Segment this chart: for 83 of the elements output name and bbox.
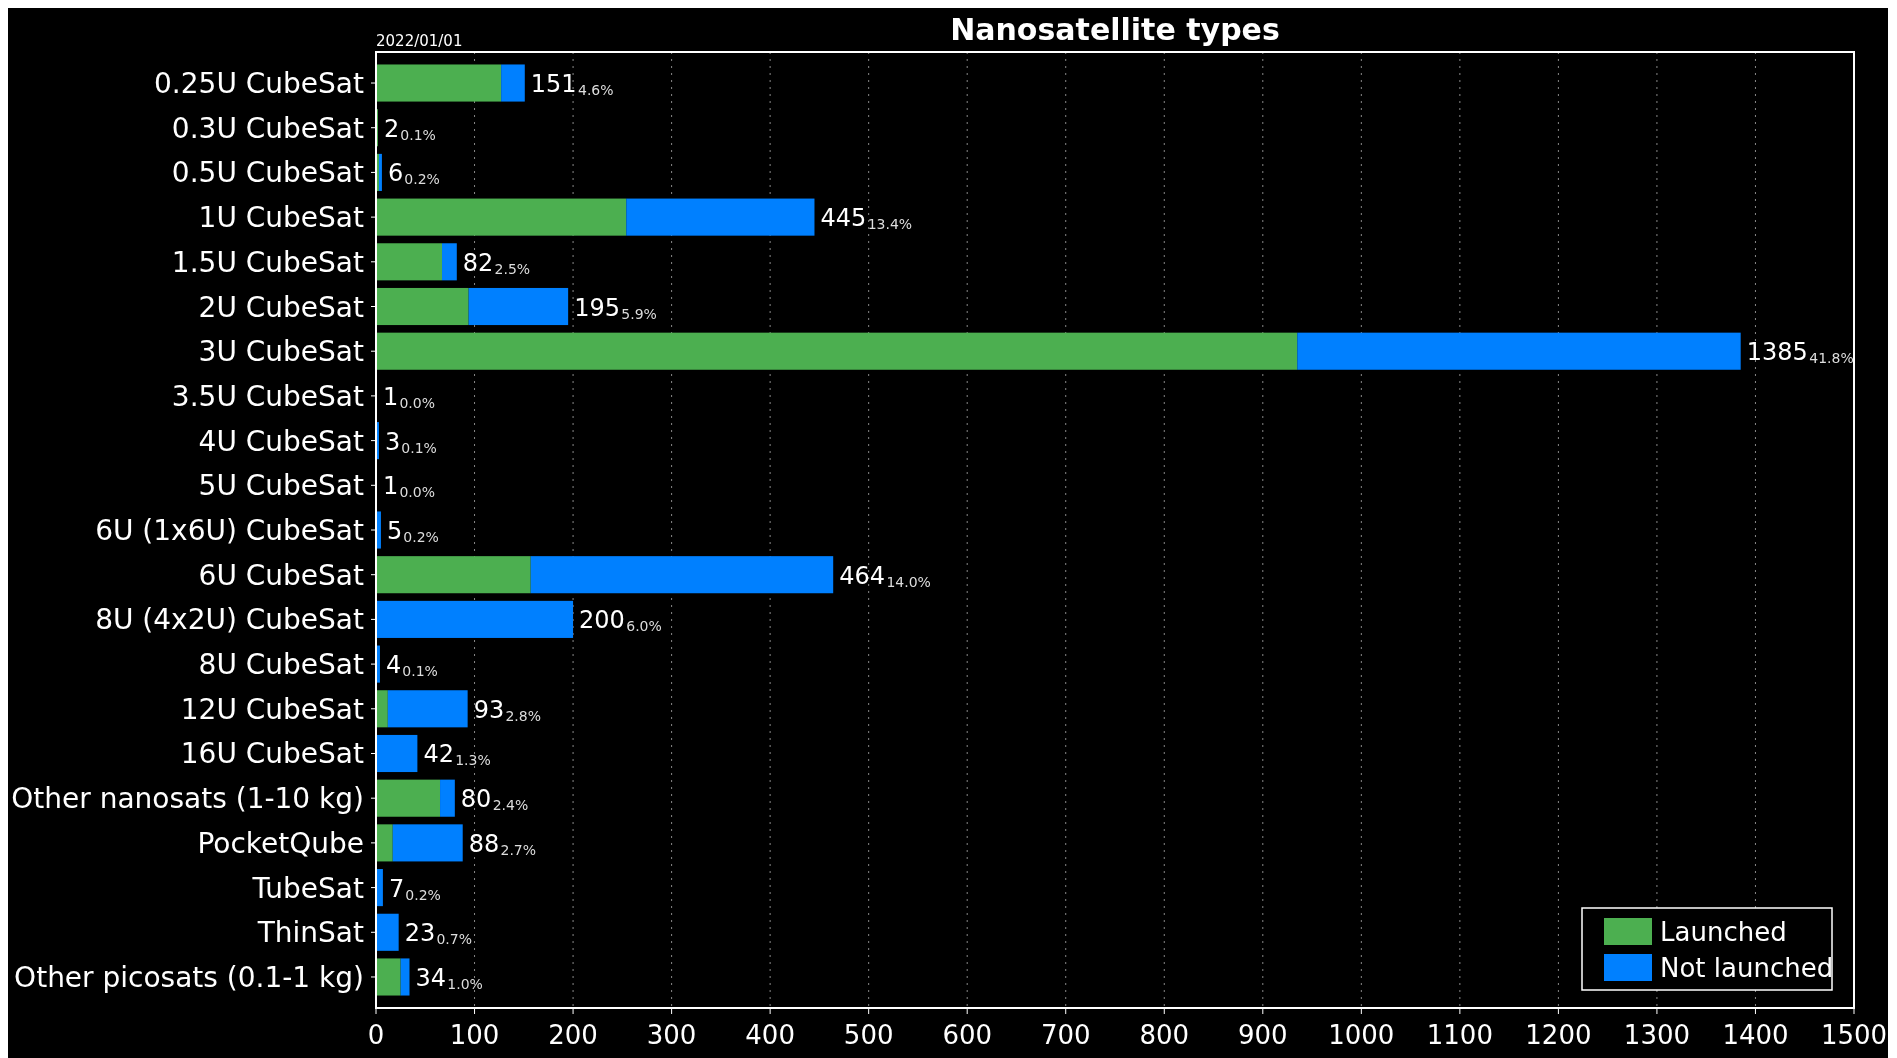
x-tick-label: 400 (745, 1020, 795, 1050)
total-label: 195 (574, 293, 620, 322)
annotation: 1.3% (455, 752, 491, 769)
annotation: 2.5% (494, 260, 531, 277)
y-tick-label: 16U CubeSat (180, 737, 365, 771)
x-tick-label: 0 (367, 1020, 385, 1050)
y-tick-label: ThinSat (256, 916, 365, 950)
total-label: 445 (820, 204, 867, 233)
annotation: 0.1% (401, 439, 437, 456)
y-tick-label: 0.5U CubeSat (171, 156, 365, 190)
x-tick-label: 1400 (1722, 1020, 1789, 1050)
total-label: 82 (462, 248, 494, 277)
total-label: 1385 (1746, 338, 1808, 367)
total-label: 93 (473, 695, 505, 724)
total-label: 200 (579, 606, 625, 635)
y-tick-label: 1U CubeSat (198, 201, 365, 235)
y-tick-label: Other nanosats (1-10 kg) (11, 782, 364, 816)
total-label: 3 (384, 427, 401, 456)
total-label: 1 (382, 382, 399, 411)
annotation: 0.1% (400, 126, 436, 143)
annotation: 41.8% (1809, 350, 1854, 367)
y-tick-label: 5U CubeSat (198, 469, 365, 503)
y-tick-label: 0.25U CubeSat (154, 67, 365, 101)
total-label: 7 (388, 874, 405, 903)
x-tick-label: 800 (1139, 1020, 1190, 1050)
annotation: 6.0% (626, 618, 662, 635)
legend-label: Not launched (1660, 953, 1834, 983)
annotation: 0.2% (404, 171, 440, 188)
x-tick-label: 1300 (1623, 1020, 1691, 1050)
annotation: 14.0% (886, 573, 931, 590)
annotation: 0.7% (436, 931, 473, 948)
chart-title: Nanosatellite types (950, 12, 1280, 47)
x-tick-label: 900 (1237, 1020, 1288, 1050)
x-tick-label: 300 (646, 1020, 697, 1050)
total-label: 1 (382, 472, 399, 501)
y-tick-label: 1.5U CubeSat (171, 245, 365, 279)
total-label: 23 (404, 919, 436, 948)
y-tick-label: 6U (1x6U) CubeSat (95, 514, 365, 547)
y-tick-label: 3.5U CubeSat (171, 379, 365, 413)
y-tick-label: 0.3U CubeSat (171, 111, 365, 145)
total-label: 4 (385, 651, 402, 680)
y-tick-label: 4U CubeSat (198, 424, 365, 458)
y-tick-label: 8U CubeSat (198, 648, 365, 682)
annotation: 0.2% (403, 529, 439, 545)
total-label: 464 (839, 561, 886, 590)
y-tick-label: PocketQube (197, 826, 364, 860)
y-tick-label: Other picosats (0.1-1 kg) (14, 960, 364, 994)
total-label: 34 (415, 963, 447, 992)
total-label: 2 (383, 114, 400, 143)
annotation: 1.0% (447, 975, 483, 992)
annotation: 0.2% (405, 886, 441, 903)
total-label: 6 (387, 159, 404, 188)
total-label: 42 (423, 740, 454, 769)
annotation: 2.7% (500, 841, 537, 858)
x-tick-label: 1200 (1525, 1020, 1592, 1050)
y-tick-label: 8U (4x2U) CubeSat (95, 603, 365, 637)
x-tick-label: 200 (548, 1020, 598, 1050)
y-tick-label: 6U CubeSat (198, 558, 365, 592)
x-tick-label: 500 (843, 1020, 894, 1050)
annotation: 5.9% (621, 305, 657, 322)
text: 2022/01/01 (376, 32, 463, 50)
x-tick-label: 100 (449, 1020, 500, 1050)
x-tick-label: 1100 (1426, 1020, 1493, 1050)
annotation: 2.8% (505, 707, 542, 724)
total-label: 5 (386, 517, 403, 545)
y-tick-label: TubeSat (251, 871, 365, 905)
annotation: 13.4% (867, 216, 913, 233)
y-tick-label: 3U CubeSat (198, 335, 365, 369)
total-label: 88 (468, 829, 500, 858)
annotation: 0.0% (399, 394, 435, 411)
x-tick-label: 600 (942, 1020, 993, 1050)
annotation: 2.4% (492, 797, 529, 814)
annotation: 0.1% (402, 663, 438, 680)
annotation: 4.6% (577, 82, 614, 99)
total-label: 151 (530, 70, 577, 99)
legend-label: Launched (1660, 917, 1787, 947)
total-label: 80 (460, 785, 492, 814)
annotation: 0.0% (399, 484, 435, 501)
y-tick-label: 12U CubeSat (180, 692, 365, 726)
x-tick-label: 700 (1040, 1020, 1091, 1050)
y-tick-label: 2U CubeSat (198, 290, 365, 324)
x-tick-label: 1000 (1328, 1020, 1395, 1050)
x-tick-label: 1500 (1820, 1020, 1888, 1050)
